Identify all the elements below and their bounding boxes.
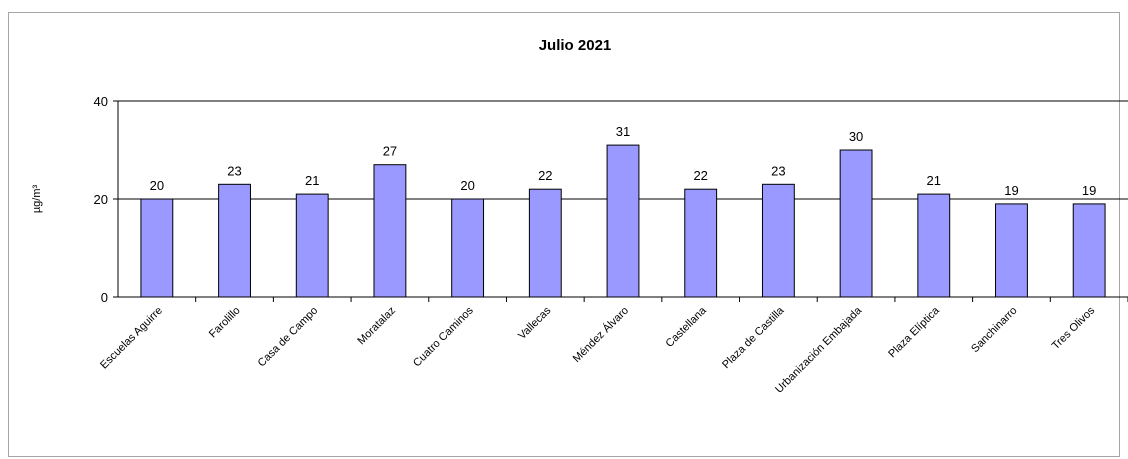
bar-urbanización-embajada — [839, 149, 873, 298]
data-label: 22 — [693, 168, 707, 183]
bar-méndez-álvaro — [606, 144, 640, 298]
x-tick-label: Urbanización Embajada — [773, 304, 865, 396]
data-label: 21 — [305, 173, 319, 188]
data-labels: 20 23 21 27 20 22 31 22 23 30 21 19 19 — [150, 124, 1097, 198]
bar-cuatro-caminos — [451, 198, 485, 298]
y-axis-label: µg/m³ — [31, 184, 43, 213]
data-label: 23 — [227, 163, 241, 178]
data-label: 20 — [460, 178, 474, 193]
x-tick-label: Vallecas — [516, 304, 554, 342]
y-tick-label: 40 — [94, 94, 108, 109]
chart-title: Julio 2021 — [539, 37, 612, 54]
x-tick-label: Moratalaz — [355, 305, 398, 348]
y-tick-label: 0 — [101, 290, 108, 305]
x-tick-label: Sanchinarro — [969, 305, 1019, 355]
bar-farolillo — [218, 183, 251, 298]
bar-tres-olivos — [1072, 203, 1106, 298]
bar-plaza-de-castilla — [761, 183, 795, 298]
bar-moratalaz — [373, 164, 407, 298]
x-tick-labels: Escuelas Aguirre Farolillo Casa de Campo Mo… — [98, 304, 1098, 396]
bar-escuelas-aguirre — [140, 198, 174, 298]
x-tick-label: Casa de Campo — [256, 305, 321, 370]
data-label: 23 — [771, 163, 785, 178]
x-tick-label: Plaza Elíptica — [886, 304, 942, 360]
data-label: 20 — [150, 178, 164, 193]
data-label: 22 — [538, 168, 552, 183]
y-tick-label: 20 — [94, 192, 108, 207]
x-tick-label: Tres Olivos — [1050, 304, 1098, 352]
x-tick-label: Cuatro Caminos — [411, 304, 476, 369]
bar-vallecas — [528, 188, 562, 298]
x-tick-label: Plaza de Castilla — [720, 304, 787, 371]
x-tick-label: Méndez Álvaro — [570, 304, 631, 365]
bar-castellana — [684, 188, 718, 298]
x-tick-label: Escuelas Aguirre — [98, 305, 165, 372]
x-tick-label: Castellana — [664, 304, 710, 350]
data-label: 19 — [1082, 183, 1096, 198]
bar-casa-de-campo — [295, 193, 329, 298]
bar-plaza-elíptica — [917, 193, 951, 298]
data-label: 21 — [927, 173, 941, 188]
data-label: 19 — [1004, 183, 1018, 198]
data-label: 27 — [383, 144, 397, 159]
bars — [140, 144, 1106, 298]
data-label: 31 — [616, 124, 630, 139]
bar-sanchinarro — [995, 203, 1028, 298]
x-tick-label: Farolillo — [207, 305, 243, 341]
data-label: 30 — [849, 129, 863, 144]
